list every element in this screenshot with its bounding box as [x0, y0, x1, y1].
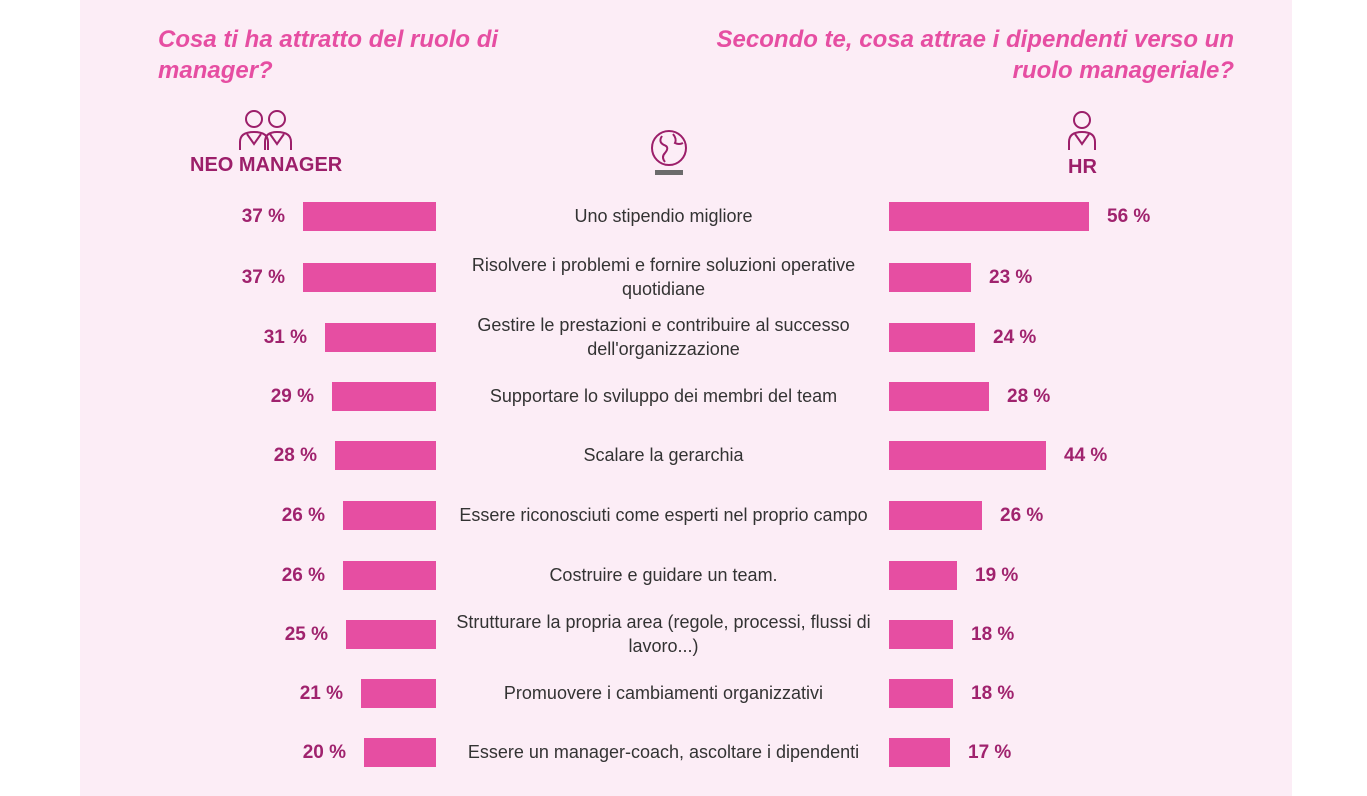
hr-value-label: 18 % — [971, 624, 1015, 645]
chart-row: 31 % Gestire le prestazioni e contribuire… — [0, 307, 1367, 367]
right-question: Secondo te, cosa attrae i dipendenti ver… — [716, 26, 1234, 84]
neo-manager-bar — [303, 263, 436, 292]
hr-value-label: 18 % — [971, 683, 1015, 704]
chart-row: 21 % Promuovere i cambiamenti organizzati… — [0, 663, 1367, 723]
hr-value-label: 56 % — [1107, 206, 1151, 227]
category-label: Uno stipendio migliore — [574, 206, 753, 226]
hr-bar — [889, 441, 1046, 470]
hr-value-label: 17 % — [968, 742, 1012, 763]
chart-row: 20 % Essere un manager-coach, ascoltare i… — [0, 722, 1367, 782]
person-icon — [1068, 111, 1096, 150]
chart-row: 26 % Essere riconosciuti come esperti nel… — [0, 485, 1367, 545]
hr-bar — [889, 382, 989, 411]
left-group-label: NEO MANAGER — [190, 154, 343, 176]
category-label: Essere riconosciuti come esperti nel pro… — [459, 505, 868, 525]
category-label: Essere un manager-coach, ascoltare i dip… — [467, 742, 860, 762]
category-label: Strutturare la propria area (regole, pro… — [456, 612, 871, 656]
hr-value-label: 24 % — [993, 327, 1037, 348]
neo-manager-value-label: 20 % — [302, 742, 346, 763]
neo-manager-value-label: 37 % — [241, 267, 285, 288]
neo-manager-value-label: 26 % — [281, 505, 325, 526]
hr-value-label: 44 % — [1064, 445, 1108, 466]
neo-manager-value-label: 29 % — [270, 386, 314, 407]
neo-manager-value-label: 37 % — [241, 206, 285, 227]
hr-value-label: 26 % — [1000, 505, 1044, 526]
chart-row: 25 % Strutturare la propria area (regole,… — [0, 604, 1367, 664]
category-label: Costruire e guidare un team. — [549, 565, 778, 585]
hr-bar — [889, 679, 953, 708]
category-label: Scalare la gerarchia — [583, 445, 744, 465]
neo-manager-bar — [364, 738, 436, 767]
neo-manager-bar — [303, 202, 436, 231]
neo-manager-value-label: 31 % — [263, 327, 307, 348]
category-label: Gestire le prestazioni e contribuire al … — [477, 315, 850, 359]
neo-manager-bar — [332, 382, 436, 411]
right-group-label: HR — [1068, 156, 1097, 178]
neo-manager-value-label: 21 % — [299, 683, 343, 704]
hr-bar — [889, 561, 957, 590]
category-label: Supportare lo sviluppo dei membri del te… — [489, 386, 838, 406]
hr-bar — [889, 202, 1089, 231]
neo-manager-bar — [361, 679, 436, 708]
hr-bar — [889, 501, 982, 530]
hr-value-label: 19 % — [975, 565, 1019, 586]
globe-icon — [651, 130, 687, 175]
hr-bar — [889, 620, 953, 649]
chart-row: 37 % Uno stipendio migliore 56 % — [0, 186, 1367, 246]
hr-bar — [889, 263, 971, 292]
chart-row: 37 % Risolvere i problemi e fornire soluz… — [0, 247, 1367, 307]
chart-row: 29 % Supportare lo sviluppo dei membri de… — [0, 366, 1367, 426]
neo-manager-bar — [343, 501, 436, 530]
neo-manager-value-label: 26 % — [281, 565, 325, 586]
hr-bar — [889, 738, 950, 767]
hr-value-label: 23 % — [989, 267, 1033, 288]
chart-row: 26 % Costruire e guidare un team. 19 % — [0, 545, 1367, 605]
hr-value-label: 28 % — [1007, 386, 1051, 407]
neo-manager-value-label: 28 % — [273, 445, 317, 466]
neo-manager-bar — [346, 620, 436, 649]
left-question: Cosa ti ha attratto del ruolo di manager… — [158, 26, 499, 84]
two-persons-icon — [239, 110, 292, 150]
neo-manager-bar — [325, 323, 436, 352]
category-label: Risolvere i problemi e fornire soluzioni… — [471, 255, 856, 299]
neo-manager-bar — [343, 561, 436, 590]
hr-bar — [889, 323, 975, 352]
chart-row: 28 % Scalare la gerarchia 44 % — [0, 425, 1367, 485]
neo-manager-bar — [335, 441, 436, 470]
category-label: Promuovere i cambiamenti organizzativi — [503, 683, 824, 703]
neo-manager-value-label: 25 % — [284, 624, 328, 645]
